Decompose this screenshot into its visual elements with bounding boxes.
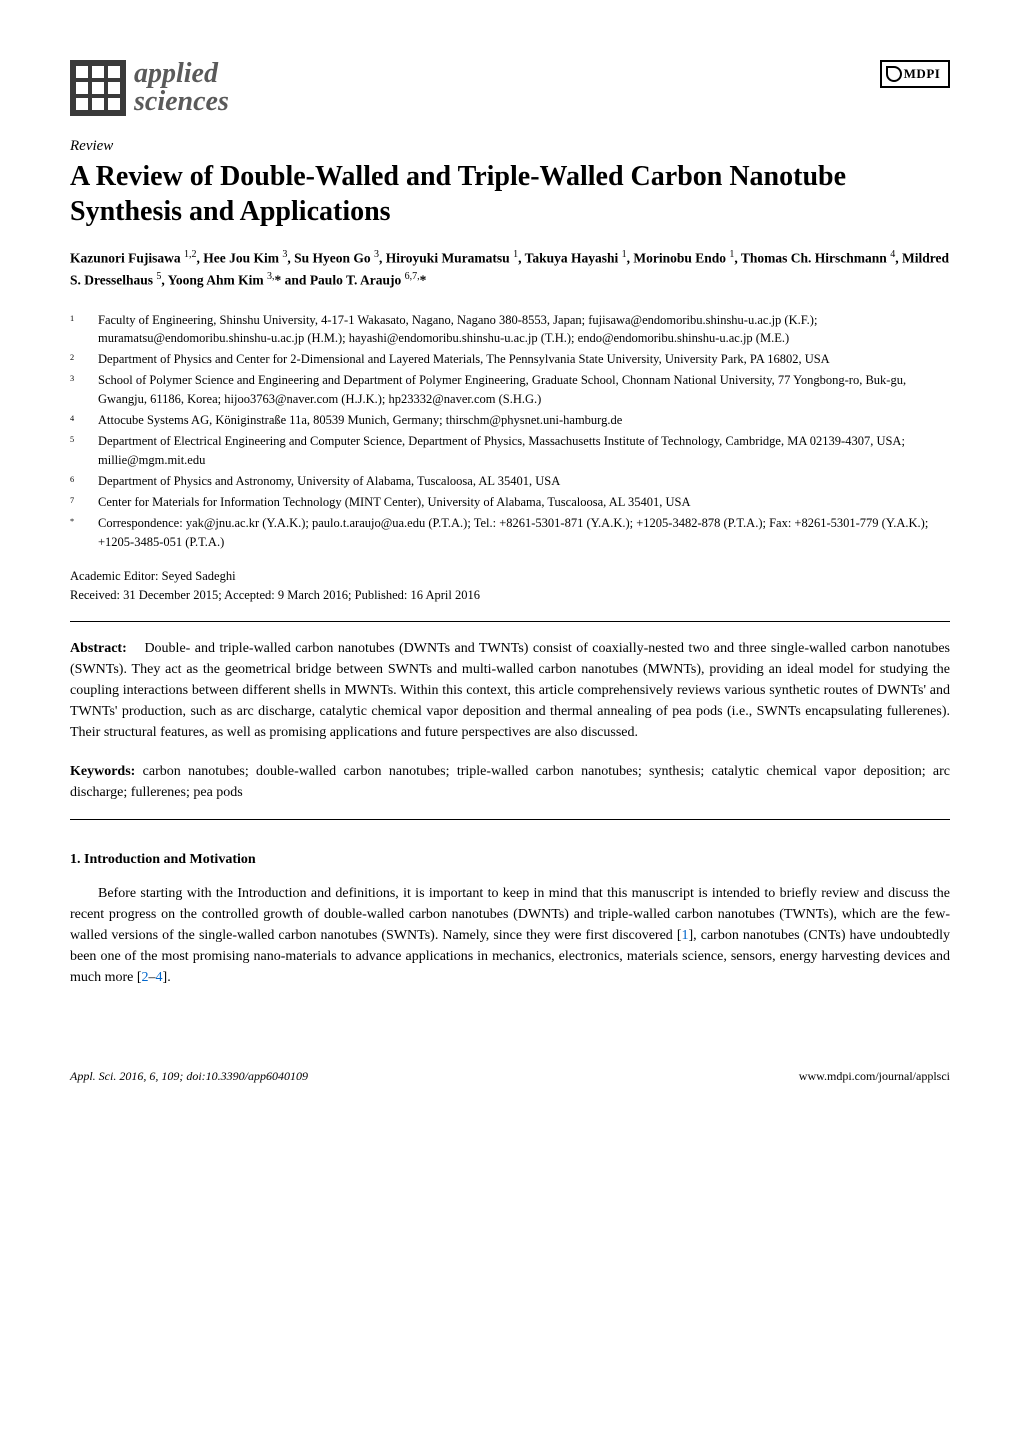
affiliation-row: 2Department of Physics and Center for 2-…: [70, 350, 950, 369]
affiliation-number: 3: [70, 371, 98, 409]
affiliation-text: School of Polymer Science and Engineerin…: [98, 371, 950, 409]
article-type: Review: [70, 136, 950, 157]
affiliation-number: 5: [70, 432, 98, 470]
affiliation-row: 3School of Polymer Science and Engineeri…: [70, 371, 950, 409]
abstract: Abstract: Double- and triple-walled carb…: [70, 638, 950, 743]
affiliation-number: 7: [70, 493, 98, 512]
affiliation-text: Center for Materials for Information Tec…: [98, 493, 950, 512]
affiliation-number: 1: [70, 311, 98, 349]
header-row: applied sciences MDPI: [70, 60, 950, 116]
abstract-text: Double- and triple-walled carbon nanotub…: [70, 641, 950, 740]
article-dates: Received: 31 December 2015; Accepted: 9 …: [70, 587, 950, 605]
affiliation-text: Department of Electrical Engineering and…: [98, 432, 950, 470]
affiliation-text: Department of Physics and Astronomy, Uni…: [98, 472, 950, 491]
para-text-d: ].: [163, 970, 171, 985]
affiliation-number: 2: [70, 350, 98, 369]
authors-list: Kazunori Fujisawa 1,2, Hee Jou Kim 3, Su…: [70, 247, 950, 291]
keywords: Keywords: carbon nanotubes; double-walle…: [70, 761, 950, 803]
keywords-text: carbon nanotubes; double-walled carbon n…: [70, 764, 950, 800]
affiliation-text: Faculty of Engineering, Shinshu Universi…: [98, 311, 950, 349]
publisher-logo: MDPI: [880, 60, 950, 88]
keywords-label: Keywords:: [70, 764, 135, 779]
page-footer: Appl. Sci. 2016, 6, 109; doi:10.3390/app…: [70, 1068, 950, 1085]
affiliation-text: Attocube Systems AG, Königinstraße 11a, …: [98, 411, 950, 430]
ref-link-2[interactable]: 2: [142, 970, 149, 985]
journal-logo-text: applied sciences: [134, 60, 229, 116]
ref-link-4[interactable]: 4: [156, 970, 163, 985]
footer-citation: Appl. Sci. 2016, 6, 109; doi:10.3390/app…: [70, 1068, 308, 1085]
abstract-label: Abstract:: [70, 641, 127, 656]
affiliation-text: Department of Physics and Center for 2-D…: [98, 350, 950, 369]
affiliation-number: 6: [70, 472, 98, 491]
footer-url: www.mdpi.com/journal/applsci: [799, 1068, 950, 1085]
para-text-c: –: [149, 970, 156, 985]
affiliations-list: 1Faculty of Engineering, Shinshu Univers…: [70, 311, 950, 552]
ref-link-1[interactable]: 1: [682, 928, 689, 943]
journal-logo: applied sciences: [70, 60, 229, 116]
section-1-heading: 1. Introduction and Motivation: [70, 850, 950, 870]
affiliation-row: 4Attocube Systems AG, Königinstraße 11a,…: [70, 411, 950, 430]
publisher-logo-text: MDPI: [904, 65, 941, 83]
affiliation-text: Correspondence: yak@jnu.ac.kr (Y.A.K.); …: [98, 514, 950, 552]
affiliation-row: *Correspondence: yak@jnu.ac.kr (Y.A.K.);…: [70, 514, 950, 552]
affiliation-number: 4: [70, 411, 98, 430]
journal-name-line2: sciences: [134, 88, 229, 116]
journal-name-line1: applied: [134, 60, 229, 88]
affiliation-row: 5Department of Electrical Engineering an…: [70, 432, 950, 470]
affiliation-row: 6Department of Physics and Astronomy, Un…: [70, 472, 950, 491]
divider-bottom: [70, 819, 950, 820]
divider-top: [70, 621, 950, 622]
article-title: A Review of Double-Walled and Triple-Wal…: [70, 159, 950, 229]
affiliation-row: 7Center for Materials for Information Te…: [70, 493, 950, 512]
academic-editor: Academic Editor: Seyed Sadeghi: [70, 568, 950, 586]
section-1-para-1: Before starting with the Introduction an…: [70, 883, 950, 988]
journal-logo-icon: [70, 60, 126, 116]
affiliation-row: 1Faculty of Engineering, Shinshu Univers…: [70, 311, 950, 349]
affiliation-number: *: [70, 514, 98, 552]
